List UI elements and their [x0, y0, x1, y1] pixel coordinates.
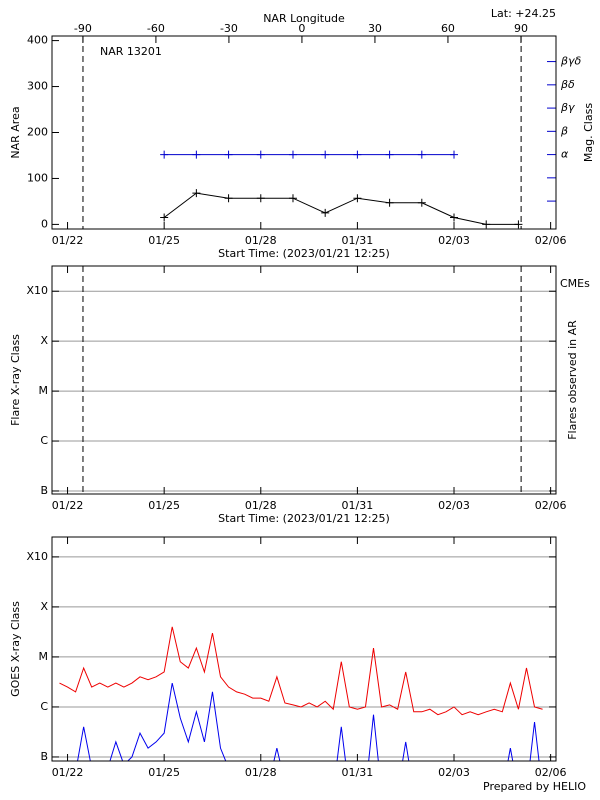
x-tick-label: 02/03: [438, 766, 470, 779]
data-point: [385, 198, 394, 207]
data-point: [160, 213, 169, 222]
y2-tick-label: βγ: [560, 101, 575, 114]
data-point: [321, 208, 330, 217]
chart-title: NAR 13201: [100, 45, 162, 58]
data-point: [450, 150, 459, 159]
x-axis-label: Start Time: (2023/01/21 12:25): [218, 512, 390, 525]
x-tick-label: 01/25: [148, 499, 180, 512]
data-point: [450, 213, 459, 222]
y-tick-label: B: [40, 750, 48, 763]
y-tick-label: 200: [27, 126, 48, 139]
y-tick-label: M: [39, 384, 49, 397]
plot-frame: [51, 536, 557, 762]
y2-tick-label: α: [561, 148, 569, 161]
y-tick-label: 300: [27, 80, 48, 93]
x-tick-label: 01/25: [148, 234, 180, 247]
x-tick-label: 02/06: [535, 234, 567, 247]
data-point: [192, 150, 201, 159]
data-point: [288, 150, 297, 159]
x-axis-label: Start Time: (2023/01/21 12:25): [218, 247, 390, 260]
x-tick-label: 01/28: [245, 234, 277, 247]
y2-axis-label: Mag. Class: [582, 103, 595, 162]
y2-axis-label: Flares observed in AR: [566, 320, 579, 440]
x2-axis-label: NAR Longitude: [263, 12, 345, 25]
x-tick-label: 02/03: [438, 499, 470, 512]
x-tick-label: 01/28: [245, 766, 277, 779]
data-point: [417, 150, 426, 159]
x-tick-label: 01/31: [342, 499, 374, 512]
y2-tick-label: βγδ: [560, 55, 582, 68]
y-tick-label: 400: [27, 34, 48, 47]
data-point: [288, 194, 297, 203]
x2-tick-label: 0: [298, 22, 305, 35]
x-tick-label: 01/25: [148, 766, 180, 779]
y2-tick-label: βδ: [560, 78, 575, 91]
data-point: [224, 150, 233, 159]
y-tick-label: M: [39, 650, 49, 663]
y-axis-label: GOES X-ray Class: [9, 601, 22, 697]
x-tick-label: 01/31: [342, 234, 374, 247]
y-tick-label: X10: [26, 284, 48, 297]
x-tick-label: 02/06: [535, 766, 567, 779]
y-tick-label: X: [40, 600, 48, 613]
credit: Prepared by HELIO: [483, 780, 586, 793]
x-tick-label: 01/22: [52, 766, 84, 779]
y-axis-label: NAR Area: [9, 106, 22, 158]
y-tick-label: C: [40, 700, 48, 713]
data-point: [514, 220, 523, 229]
annotation: Lat: +24.25: [491, 7, 556, 20]
data-point: [482, 220, 491, 229]
y-axis-label: Flare X-ray Class: [9, 334, 22, 426]
x-tick-label: 02/06: [535, 499, 567, 512]
y-tick-label: 100: [27, 171, 48, 184]
x-tick-label: 01/22: [52, 499, 84, 512]
plot-frame: [51, 265, 557, 495]
data-point: [224, 194, 233, 203]
annotation: CMEs: [560, 277, 590, 290]
data-point: [353, 194, 362, 203]
x2-tick-label: 60: [441, 22, 455, 35]
x-tick-label: 01/22: [52, 234, 84, 247]
data-point: [353, 150, 362, 159]
y-tick-label: B: [40, 484, 48, 497]
data-point: [256, 150, 265, 159]
y-tick-label: 0: [41, 217, 48, 230]
x-tick-label: 01/31: [342, 766, 374, 779]
data-point: [256, 194, 265, 203]
series-line: [59, 626, 543, 716]
data-point: [192, 189, 201, 198]
y-tick-label: X10: [26, 550, 48, 563]
series-line: [163, 192, 519, 225]
data-point: [385, 150, 394, 159]
plot-frame: [51, 35, 557, 230]
data-point: [417, 198, 426, 207]
x2-tick-label: -30: [220, 22, 238, 35]
y2-tick-label: β: [560, 124, 568, 137]
x-tick-label: 02/03: [438, 234, 470, 247]
series-line: [67, 682, 540, 761]
x2-tick-label: -90: [74, 22, 92, 35]
y-tick-label: X: [40, 334, 48, 347]
x2-tick-label: -60: [147, 22, 165, 35]
x2-tick-label: 90: [514, 22, 528, 35]
x2-tick-label: 30: [368, 22, 382, 35]
y-tick-label: C: [40, 434, 48, 447]
x-tick-label: 01/28: [245, 499, 277, 512]
data-point: [321, 150, 330, 159]
data-point: [160, 150, 169, 159]
